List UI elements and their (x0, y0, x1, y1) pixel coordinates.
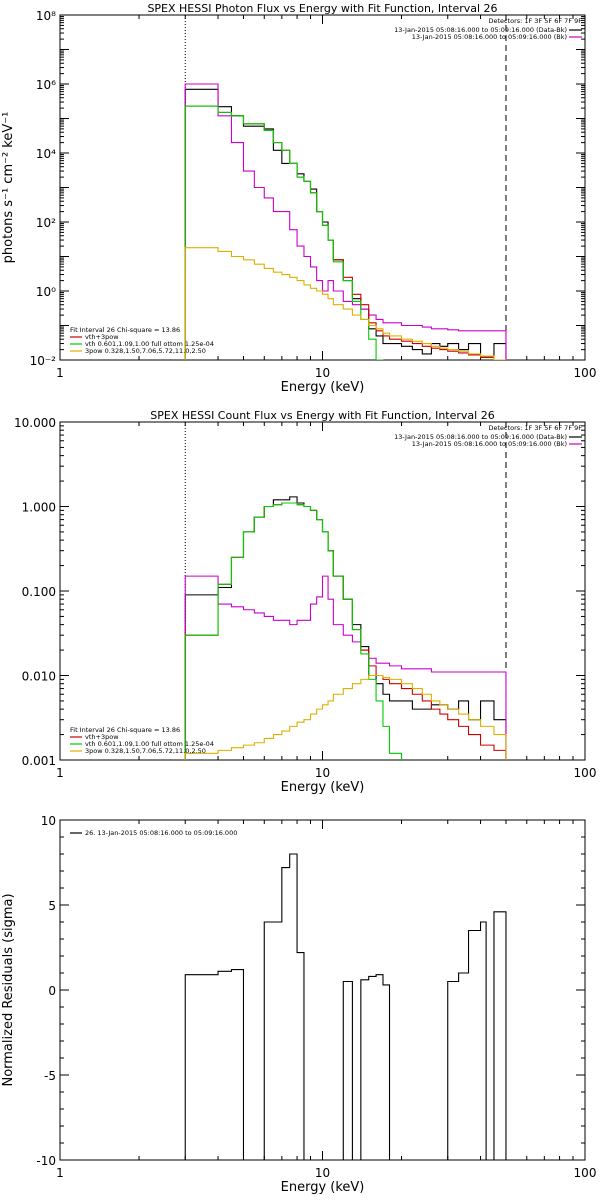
x-tick-label: 10 (315, 1166, 330, 1180)
y-tick-label: -10 (36, 1154, 56, 1168)
legend-entry-label: vth 0.601,1.09,1.00 full ottom 1.25e-04 (85, 740, 214, 748)
legend-detectors: Detectors: 1F 3F 5F 6F 7F 9F (488, 424, 582, 432)
plot-area (184, 83, 507, 360)
series-data-bk-line (184, 496, 507, 760)
series-vth-line (184, 105, 384, 360)
x-axis-label: Energy (keV) (281, 780, 365, 795)
y-axis-label: photons s⁻¹ cm⁻² keV⁻¹ (1, 112, 16, 264)
series-vth-3pow-line (184, 105, 507, 360)
legend-fit-header: Fit Interval 26 Chi-square = 13.86 (70, 326, 180, 334)
plot-area (184, 496, 507, 760)
series-vth-3pow-line (184, 502, 507, 760)
y-tick-label: 5 (48, 899, 56, 913)
legend-entry-label: vth+3pow (85, 333, 119, 341)
x-tick-label: 100 (574, 1166, 597, 1180)
y-tick-label: -5 (44, 1069, 56, 1083)
legend-entry-label: 13-Jan-2015 05:08:16.000 to 05:09:16.000… (394, 433, 567, 441)
series-vth-line (184, 502, 403, 760)
legend-detectors: Detectors: 1F 3F 5F 6F 7F 9F (488, 17, 582, 25)
y-tick-label: 10⁶ (36, 78, 56, 92)
chart-panel-3: 1 10 100 Energy (keV) -10 -5 0 5 10 Normalized Re… (1, 814, 597, 1195)
series-3pow-line (184, 674, 507, 760)
y-tick-label: 10⁻² (30, 354, 57, 368)
x-tick-label: 10 (315, 766, 330, 780)
y-tick-label: 0.001 (22, 754, 56, 768)
chart-panel-1: SPEX HESSI Photon Flux vs Energy with Fi… (1, 2, 597, 395)
x-tick-label: 100 (574, 366, 597, 380)
series-bk-line (184, 83, 507, 360)
x-axis-label: Energy (keV) (281, 1180, 365, 1195)
series-bk-line (184, 575, 507, 760)
x-tick-label: 1 (56, 1166, 64, 1180)
x-tick-label: 100 (574, 766, 597, 780)
x-tick-label: 10 (315, 366, 330, 380)
y-tick-label: 10⁰ (36, 285, 56, 299)
plot-area (184, 853, 507, 1160)
legend-entry-label: 13-Jan-2015 05:08:16.000 to 05:09:16.000… (412, 33, 567, 41)
legend-entry-label: 3pow 0.328,1.50,7.06,5.72,11.0,2.50 (85, 747, 206, 755)
chart-panel-2: SPEX HESSI Count Flux vs Energy with Fit… (14, 409, 597, 795)
y-tick-label: 10.000 (14, 416, 56, 430)
legend-entry-label: vth 0.601,1.09,1.00 full ottom 1.25e-04 (85, 340, 214, 348)
y-tick-label: 10 (41, 814, 56, 828)
y-tick-label: 10⁴ (36, 147, 56, 161)
x-axis-label: Energy (keV) (281, 380, 365, 395)
series-data-bk-line (184, 88, 507, 360)
x-tick-label: 1 (56, 766, 64, 780)
y-tick-label: 0.010 (22, 670, 56, 684)
chart-title: SPEX HESSI Photon Flux vs Energy with Fi… (147, 2, 497, 15)
y-axis-label: Normalized Residuals (sigma) (1, 893, 16, 1086)
y-tick-label: 0 (48, 984, 56, 998)
legend-entry-label: 26. 13-Jan-2015 05:08:16.000 to 05:09:16… (85, 829, 237, 837)
y-tick-label: 0.100 (22, 585, 56, 599)
y-tick-label: 10⁸ (36, 9, 56, 23)
legend-entry-label: 3pow 0.328,1.50,7.06,5.72,11.0,2.50 (85, 347, 206, 355)
chart-title: SPEX HESSI Count Flux vs Energy with Fit… (150, 409, 494, 422)
y-tick-label: 10² (36, 216, 56, 230)
series-3pow-line (184, 247, 507, 360)
legend-entry-label: 13-Jan-2015 05:08:16.000 to 05:09:16.000… (394, 26, 567, 34)
series-residuals-line (184, 853, 507, 1160)
y-tick-label: 1.000 (22, 501, 56, 515)
legend-entry-label: 13-Jan-2015 05:08:16.000 to 05:09:16.000… (412, 440, 567, 448)
legend-entry-label: vth+3pow (85, 733, 119, 741)
x-tick-label: 1 (56, 366, 64, 380)
legend-fit-header: Fit Interval 26 Chi-square = 13.86 (70, 726, 180, 734)
